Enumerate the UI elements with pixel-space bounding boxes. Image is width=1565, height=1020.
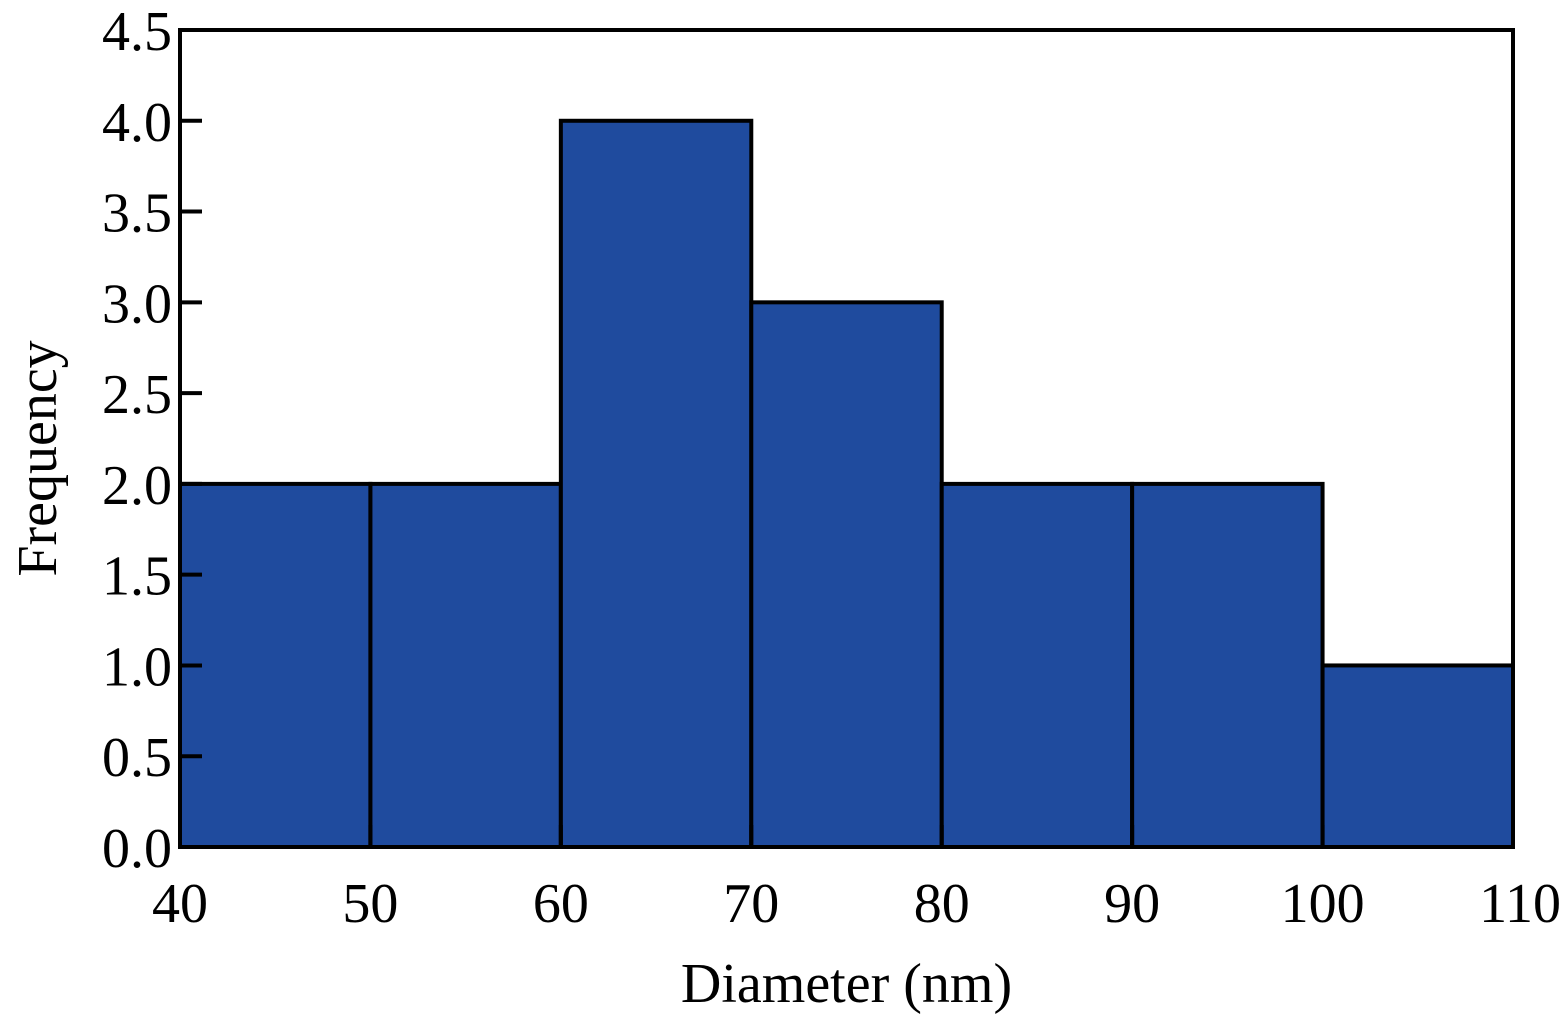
x-tick-label: 110	[1479, 873, 1561, 935]
x-tick-label: 90	[1104, 873, 1160, 935]
histogram-bar-60-70	[558, 118, 754, 850]
x-tick-label: 50	[342, 873, 398, 935]
histogram-bar-80-90	[939, 481, 1135, 849]
y-tick-label: 4.0	[102, 92, 172, 154]
bars-group	[178, 118, 1515, 850]
x-tick-label: 60	[533, 873, 589, 935]
y-axis-title: Frequency	[7, 340, 69, 576]
x-tick-label: 100	[1281, 873, 1365, 935]
y-ticks-group: 0.0 0.5 1.0 1.5 2.0 2.5 3.0 3.5 4.0 4.5	[102, 1, 202, 880]
x-tick-label: 80	[914, 873, 970, 935]
histogram-bar-50-60	[368, 481, 563, 849]
y-tick-label: 3.0	[102, 273, 172, 335]
y-tick-label: 0.0	[102, 818, 172, 880]
y-tick-label: 0.5	[102, 727, 172, 789]
x-tick-label: 40	[152, 873, 208, 935]
histogram-bar-100-110	[1320, 663, 1515, 850]
y-tick-label: 4.5	[102, 1, 172, 63]
x-ticks-group: 40 50 60 70 80 90 100 110	[152, 825, 1561, 935]
x-tick-label: 70	[723, 873, 779, 935]
x-axis-title: Diameter (nm)	[681, 953, 1012, 1015]
plot-frame	[178, 28, 1515, 849]
y-tick-label: 1.0	[102, 636, 172, 698]
histogram-bar-40-50	[178, 481, 373, 849]
y-tick-label: 2.5	[102, 364, 172, 426]
y-tick-label: 3.5	[102, 183, 172, 245]
y-tick-label: 1.5	[102, 546, 172, 608]
histogram-bar-70-80	[749, 300, 944, 850]
y-tick-label: 2.0	[102, 455, 172, 517]
histogram-bar-90-100	[1130, 481, 1325, 849]
